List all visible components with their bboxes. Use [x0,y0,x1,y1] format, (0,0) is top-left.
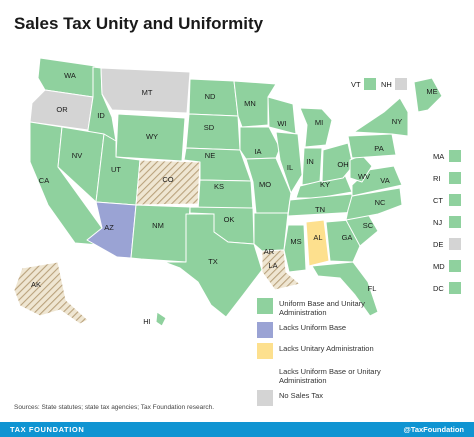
state-label-hi: HI [143,317,151,326]
small-state-swatch-nh [395,78,407,90]
state-label-mi: MI [315,118,323,127]
small-state-label-nh: NH [381,80,392,89]
state-ar [253,212,289,252]
state-tx [163,213,263,318]
small-state-label-nj: NJ [433,218,443,227]
state-mi [299,107,333,148]
state-label-ms: MS [290,237,301,246]
state-label-wy: WY [146,132,158,141]
state-label-mt: MT [142,88,153,97]
small-state-label-de: DE [433,240,444,249]
state-oh [321,142,354,183]
state-label-va: VA [380,176,389,185]
state-label-al: AL [313,233,322,242]
legend-label-4: No Sales Tax [279,391,324,400]
state-label-me: ME [426,87,437,96]
state-mt [100,67,191,114]
state-label-az: AZ [104,223,114,232]
state-label-ar: AR [264,247,275,256]
state-label-sc: SC [363,221,374,230]
state-label-ne: NE [205,151,215,160]
footer-handle: @TaxFoundation [403,425,464,434]
state-ny [353,97,409,137]
legend-swatch-1 [257,322,273,338]
state-label-wi: WI [277,119,286,128]
state-label-id: ID [97,111,105,120]
state-nm [130,204,191,263]
state-label-nv: NV [72,151,82,160]
small-state-swatch-nj [449,216,461,228]
legend-label-1: Lacks Uniform Base [279,323,347,332]
small-state-label-md: MD [433,262,445,271]
state-label-ia: IA [254,147,261,156]
state-ms [283,224,307,273]
small-state-label-ri: RI [433,174,441,183]
state-label-sd: SD [204,123,215,132]
legend-label-2: Lacks Unitary Administration [279,344,374,353]
state-label-mn: MN [244,99,256,108]
small-state-label-vt: VT [351,80,361,89]
state-ak [13,261,89,325]
footer-bar: TAX FOUNDATION @TaxFoundation [0,422,474,437]
state-sd [185,113,241,151]
state-label-in: IN [306,157,314,166]
small-state-swatch-dc [449,282,461,294]
state-label-nc: NC [375,198,386,207]
state-label-nd: ND [205,92,216,101]
state-me [413,77,443,113]
small-state-swatch-de [449,238,461,250]
state-nc [345,187,403,221]
state-label-oh: OH [337,160,348,169]
legend-swatch-3 [257,366,273,382]
state-label-ca: CA [39,176,49,185]
state-label-il: IL [287,163,293,172]
state-label-ks: KS [214,182,224,191]
small-state-label-dc: DC [433,284,444,293]
legend-swatch-0 [257,298,273,314]
state-label-ga: GA [342,233,353,242]
state-label-or: OR [56,105,68,114]
state-label-la: LA [268,261,277,270]
state-mn [233,80,277,128]
state-fl [311,261,379,317]
state-al [305,219,330,267]
small-state-label-ct: CT [433,196,443,205]
state-label-ny: NY [392,117,402,126]
state-or [29,89,94,131]
legend-swatch-2 [257,343,273,359]
state-pa [347,133,397,159]
state-label-ky: KY [320,180,330,189]
state-label-pa: PA [374,144,383,153]
small-state-swatch-ct [449,194,461,206]
small-state-label-ma: MA [433,152,445,161]
state-label-tn: TN [315,205,325,214]
state-label-ok: OK [224,215,235,224]
state-label-tx: TX [208,257,218,266]
small-state-swatch-md [449,260,461,272]
state-label-wa: WA [64,71,76,80]
small-state-swatch-vt [364,78,376,90]
state-label-wv: WV [358,172,370,181]
source-note: Sources: State statutes; state tax agenc… [14,404,215,411]
small-state-swatch-ri [449,172,461,184]
legend-swatch-4 [257,390,273,406]
state-il [275,131,303,194]
state-label-fl: FL [368,284,377,293]
state-label-ak: AK [31,280,41,289]
small-state-swatch-ma [449,150,461,162]
state-hi [131,299,167,327]
map-title: Sales Tax Unity and Uniformity [14,14,264,33]
state-label-mo: MO [259,180,271,189]
footer-brand: TAX FOUNDATION [10,425,85,434]
state-wi [267,96,297,135]
state-label-ut: UT [111,165,121,174]
legend-label-3: Lacks Uniform Base or Unitary Administra… [279,367,381,386]
legend-label-0: Uniform Base and Unitary Administration [279,299,365,318]
state-label-co: CO [162,175,173,184]
state-label-nm: NM [152,221,164,230]
